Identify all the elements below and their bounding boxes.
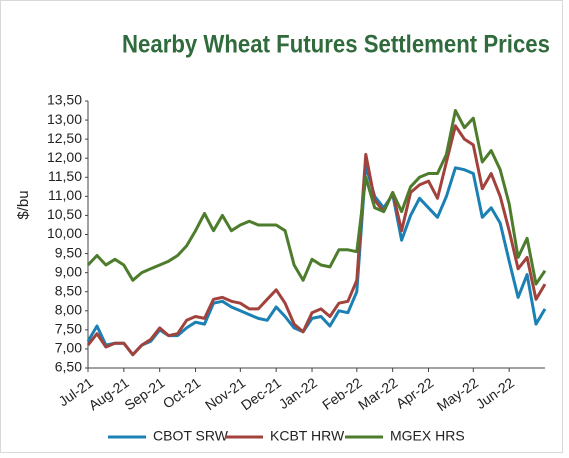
y-tick-label: 13,00 <box>47 111 82 127</box>
y-axis-label: $/bu <box>15 190 32 219</box>
y-tick-label: 6,50 <box>55 359 82 375</box>
y-tick-label: 7,00 <box>55 340 82 356</box>
series-line <box>86 124 547 357</box>
y-tick-label: 11,50 <box>48 168 82 184</box>
y-tick-label: 9,50 <box>55 244 82 260</box>
y-tick-label: 13,50 <box>47 92 82 108</box>
y-tick-label: 10,00 <box>47 225 82 241</box>
y-tick-label: 10,50 <box>47 206 82 222</box>
legend-label: CBOT SRW <box>153 428 229 444</box>
y-tick-label: 9,00 <box>55 263 82 279</box>
y-tick-label: 12,00 <box>47 149 82 165</box>
y-tick-label: 7,50 <box>55 321 82 337</box>
chart-title: Nearby Wheat Futures Settlement Prices <box>122 31 550 59</box>
legend-label: MGEX HRS <box>390 428 465 444</box>
y-tick-label: 12,50 <box>47 130 82 146</box>
series-line <box>86 109 547 286</box>
frame <box>0 0 563 453</box>
y-tick-label: 8,00 <box>55 301 82 317</box>
legend-label: KCBT HRW <box>270 428 345 444</box>
y-tick-label: 11,00 <box>48 187 82 203</box>
y-tick-label: 8,50 <box>55 282 82 298</box>
